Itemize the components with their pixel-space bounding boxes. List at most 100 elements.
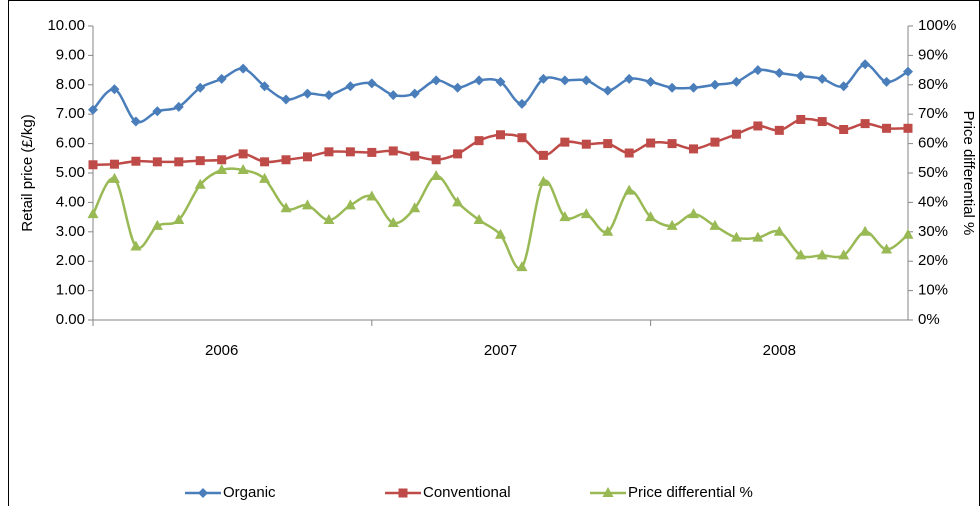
y-tick-label: 5.00	[56, 164, 85, 181]
point	[602, 225, 614, 236]
point	[345, 81, 356, 92]
y-tick-label: 1.00	[56, 282, 85, 299]
point	[473, 214, 485, 225]
y-tick-label: 2.00	[56, 252, 85, 269]
point	[152, 157, 162, 167]
point	[774, 125, 784, 135]
point	[795, 70, 806, 81]
point	[409, 88, 420, 99]
legend-label: Conventional	[423, 484, 511, 501]
point	[559, 75, 570, 86]
y2-tick-label: 40%	[918, 193, 948, 210]
point	[302, 152, 312, 162]
y2-tick-label: 70%	[918, 105, 948, 122]
point	[173, 214, 185, 225]
point	[774, 68, 785, 79]
point	[388, 90, 399, 101]
point	[474, 75, 485, 86]
point	[238, 149, 248, 159]
point	[409, 202, 421, 213]
point	[817, 73, 828, 84]
y-tick-label: 6.00	[56, 135, 85, 152]
point	[667, 82, 678, 93]
y2-tick-label: 10%	[918, 282, 948, 299]
point	[624, 148, 634, 158]
point	[301, 199, 313, 210]
point	[130, 240, 142, 251]
point	[280, 202, 292, 213]
point	[173, 101, 184, 112]
y-tick-label: 7.00	[56, 105, 85, 122]
point	[882, 123, 892, 133]
point	[602, 85, 613, 96]
point	[431, 75, 442, 86]
point	[537, 175, 549, 186]
y2-tick-label: 100%	[918, 17, 956, 34]
x-group-label: 2008	[763, 342, 796, 359]
point	[88, 160, 98, 170]
legend-label: Organic	[223, 484, 276, 501]
point	[516, 261, 528, 272]
point	[859, 225, 871, 236]
point	[195, 156, 205, 166]
point	[816, 249, 828, 260]
y2-tick-label: 50%	[918, 164, 948, 181]
y-tick-label: 10.00	[47, 17, 85, 34]
point	[431, 155, 441, 165]
point	[839, 124, 849, 134]
point	[709, 219, 721, 230]
point	[452, 196, 464, 207]
point	[88, 104, 98, 115]
point	[623, 184, 635, 195]
legend-marker	[602, 487, 614, 497]
point	[281, 155, 291, 165]
point	[710, 137, 720, 147]
point	[259, 172, 271, 183]
point	[238, 63, 249, 74]
point	[452, 82, 463, 93]
point	[796, 114, 806, 124]
point	[580, 208, 592, 219]
point	[216, 73, 227, 84]
point	[860, 119, 870, 129]
point	[217, 155, 227, 165]
y2-tick-label: 30%	[918, 223, 948, 240]
point	[860, 59, 871, 70]
y2-tick-label: 60%	[918, 135, 948, 152]
point	[752, 231, 764, 242]
point	[366, 78, 377, 89]
point	[709, 79, 720, 90]
point	[838, 81, 849, 92]
point	[795, 249, 807, 260]
point	[730, 231, 742, 242]
legend-marker	[198, 488, 208, 498]
point	[666, 219, 678, 230]
series-line	[92, 62, 909, 124]
y2-tick-label: 90%	[918, 46, 948, 63]
point	[817, 117, 827, 127]
y-tick-label: 4.00	[56, 193, 85, 210]
point	[581, 75, 592, 86]
series-line	[91, 167, 909, 270]
point	[752, 65, 763, 76]
point	[538, 150, 548, 160]
point	[688, 208, 700, 219]
point	[688, 82, 699, 93]
point	[667, 139, 677, 149]
y2-tick-label: 80%	[918, 76, 948, 93]
point	[603, 139, 613, 149]
point	[281, 94, 292, 105]
x-group-label: 2007	[484, 342, 517, 359]
legend-label: Price differential %	[628, 484, 753, 501]
series-line	[92, 117, 909, 167]
point	[323, 90, 334, 101]
chart-frame	[8, 0, 980, 506]
point	[646, 138, 656, 148]
point	[624, 73, 635, 84]
y2-tick-label: 0%	[918, 311, 940, 328]
y-tick-label: 3.00	[56, 223, 85, 240]
point	[109, 84, 120, 95]
point	[516, 98, 527, 109]
point	[324, 147, 334, 157]
point	[109, 159, 119, 169]
